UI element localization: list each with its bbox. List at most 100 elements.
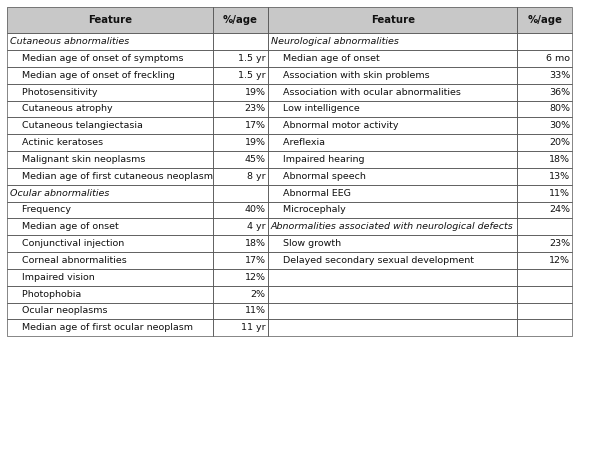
Bar [7, 84, 213, 101]
Text: 36%: 36% [549, 88, 570, 96]
Bar [517, 319, 573, 336]
Text: Conjunctival injection: Conjunctival injection [10, 239, 124, 248]
Bar [213, 84, 268, 101]
Text: 1.5 yr: 1.5 yr [238, 71, 266, 80]
Bar [7, 202, 213, 218]
Bar [268, 67, 517, 84]
Bar [7, 117, 213, 134]
Bar [268, 50, 517, 67]
Bar [268, 286, 517, 303]
Text: 13%: 13% [549, 172, 570, 181]
Bar [517, 101, 573, 117]
Text: Cutaneous telangiectasia: Cutaneous telangiectasia [10, 121, 143, 130]
Bar [7, 303, 213, 319]
Bar [7, 319, 213, 336]
Text: Abnormal speech: Abnormal speech [271, 172, 366, 181]
Text: 33%: 33% [549, 71, 570, 80]
Bar [268, 33, 517, 50]
Text: Actinic keratoses: Actinic keratoses [10, 138, 103, 147]
Text: Median age of onset: Median age of onset [10, 222, 119, 231]
Bar [213, 303, 268, 319]
Bar [213, 117, 268, 134]
Text: Abnormal EEG: Abnormal EEG [271, 189, 351, 197]
Bar [268, 117, 517, 134]
Bar [213, 67, 268, 84]
Text: 30%: 30% [549, 121, 570, 130]
Bar [213, 50, 268, 67]
Text: Abnormal motor activity: Abnormal motor activity [271, 121, 399, 130]
Text: Median age of onset of freckling: Median age of onset of freckling [10, 71, 175, 80]
Text: %/age: %/age [223, 15, 258, 25]
Bar [7, 168, 213, 185]
Text: Low intelligence: Low intelligence [271, 105, 360, 113]
Text: 80%: 80% [549, 105, 570, 113]
Text: Photophobia: Photophobia [10, 290, 81, 298]
Text: Impaired vision: Impaired vision [10, 273, 95, 282]
Text: 6 mo: 6 mo [546, 54, 570, 63]
Text: Median age of onset of symptoms: Median age of onset of symptoms [10, 54, 184, 63]
Bar [517, 168, 573, 185]
Bar [7, 286, 213, 303]
Bar [517, 269, 573, 286]
Bar [7, 134, 213, 151]
Text: Ocular neoplasms: Ocular neoplasms [10, 307, 108, 315]
Text: Delayed secondary sexual development: Delayed secondary sexual development [271, 256, 474, 265]
Bar [268, 202, 517, 218]
Bar [213, 252, 268, 269]
Text: 20%: 20% [549, 138, 570, 147]
Text: 1.5 yr: 1.5 yr [238, 54, 266, 63]
Text: 11 yr: 11 yr [241, 324, 266, 332]
Bar [7, 185, 213, 202]
Bar [7, 7, 213, 33]
Bar [7, 50, 213, 67]
Bar [517, 151, 573, 168]
Bar [517, 50, 573, 67]
Bar [213, 235, 268, 252]
Bar [268, 185, 517, 202]
Bar [213, 7, 268, 33]
Text: Malignant skin neoplasms: Malignant skin neoplasms [10, 155, 146, 164]
Bar [268, 303, 517, 319]
Bar [213, 286, 268, 303]
Bar [268, 101, 517, 117]
Bar [213, 7, 268, 33]
Bar [517, 134, 573, 151]
Bar [213, 218, 268, 235]
Text: Median age of onset: Median age of onset [271, 54, 380, 63]
Text: Corneal abnormalities: Corneal abnormalities [10, 256, 127, 265]
Bar [213, 168, 268, 185]
Text: 17%: 17% [245, 256, 266, 265]
Text: Association with ocular abnormalities: Association with ocular abnormalities [271, 88, 461, 96]
Bar [213, 134, 268, 151]
Text: Median age of first cutaneous neoplasm: Median age of first cutaneous neoplasm [10, 172, 213, 181]
Text: Areflexia: Areflexia [271, 138, 325, 147]
Text: 23%: 23% [549, 239, 570, 248]
Text: 19%: 19% [245, 88, 266, 96]
Text: 18%: 18% [245, 239, 266, 248]
Bar [517, 235, 573, 252]
Bar [7, 7, 213, 33]
Bar [7, 101, 213, 117]
Bar [7, 151, 213, 168]
Bar [7, 67, 213, 84]
Bar [517, 117, 573, 134]
Bar [7, 218, 213, 235]
Bar [517, 84, 573, 101]
Text: Cutaneous abnormalities: Cutaneous abnormalities [10, 37, 129, 46]
Bar [268, 151, 517, 168]
Bar [7, 235, 213, 252]
Text: 24%: 24% [549, 206, 570, 214]
Bar [213, 101, 268, 117]
Text: Median age of first ocular neoplasm: Median age of first ocular neoplasm [10, 324, 193, 332]
Bar [268, 7, 517, 33]
Bar [213, 319, 268, 336]
Text: Slow growth: Slow growth [271, 239, 341, 248]
Bar [517, 303, 573, 319]
Text: Ocular abnormalities: Ocular abnormalities [10, 189, 109, 197]
Text: %/age: %/age [527, 15, 563, 25]
Text: 23%: 23% [245, 105, 266, 113]
Bar [7, 33, 213, 50]
Text: Neurological abnormalities: Neurological abnormalities [271, 37, 399, 46]
Bar [268, 252, 517, 269]
Text: 4 yr: 4 yr [247, 222, 266, 231]
